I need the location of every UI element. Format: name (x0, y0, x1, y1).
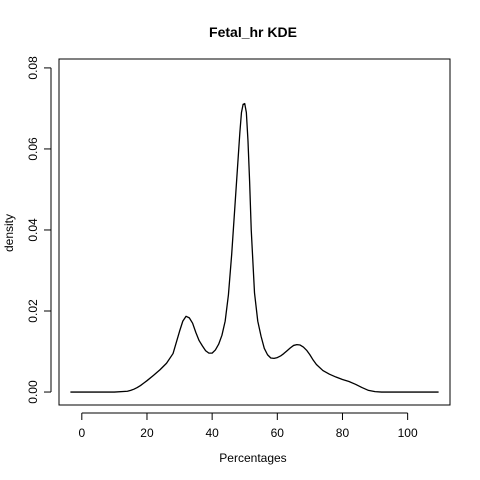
x-tick-label: 80 (336, 426, 350, 440)
x-tick-label: 40 (205, 426, 219, 440)
kde-density-line (70, 104, 438, 392)
x-tick-label: 20 (140, 426, 154, 440)
y-axis-label: density (2, 214, 16, 252)
y-tick-label: 0.00 (26, 380, 40, 404)
x-tick-label: 0 (78, 426, 85, 440)
y-tick-label: 0.08 (26, 56, 40, 80)
y-tick-label: 0.02 (26, 299, 40, 323)
x-tick-label: 100 (398, 426, 418, 440)
chart-title: Fetal_hr KDE (209, 24, 297, 40)
x-tick-label: 60 (271, 426, 285, 440)
y-tick-label: 0.06 (26, 137, 40, 161)
y-tick-label: 0.04 (26, 218, 40, 242)
x-axis-label: Percentages (219, 451, 286, 465)
plot-frame (59, 59, 450, 405)
y-axis: 0.00 0.02 0.04 0.06 0.08 (26, 56, 51, 404)
x-axis: 0 20 40 60 80 100 (78, 413, 418, 440)
